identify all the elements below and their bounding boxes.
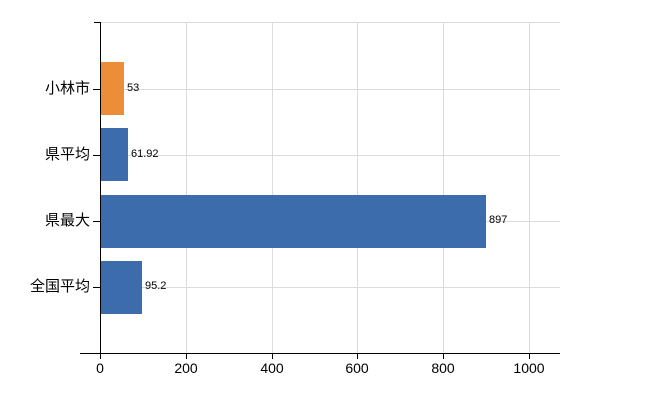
x-tick	[272, 354, 273, 359]
x-tick	[529, 354, 530, 359]
bar	[101, 261, 142, 314]
x-tick	[443, 354, 444, 359]
gridline-vertical	[272, 22, 273, 353]
y-axis-line	[100, 22, 101, 358]
y-axis-top-tick	[94, 22, 100, 23]
gridline-horizontal	[101, 287, 560, 288]
category-tick	[93, 287, 100, 288]
x-tick-label: 200	[174, 360, 198, 376]
x-tick	[100, 354, 101, 359]
gridline-vertical	[186, 22, 187, 353]
bar	[101, 62, 124, 115]
x-tick	[357, 354, 358, 359]
gridline-vertical	[529, 22, 530, 353]
bar	[101, 128, 128, 181]
bar	[101, 195, 486, 248]
category-label: 県最大	[44, 212, 90, 229]
category-tick	[93, 89, 100, 90]
gridline-vertical	[357, 22, 358, 353]
category-label: 県平均	[44, 146, 90, 163]
category-tick	[93, 221, 100, 222]
gridline-vertical	[443, 22, 444, 353]
value-label: 897	[489, 214, 508, 226]
x-tick-label: 0	[96, 360, 104, 376]
value-label: 95.2	[145, 280, 167, 292]
x-axis-line	[80, 353, 560, 354]
category-label: 小林市	[44, 80, 90, 97]
x-tick	[186, 354, 187, 359]
category-tick	[93, 155, 100, 156]
gridline-horizontal	[101, 89, 560, 90]
x-tick-label: 1000	[513, 360, 545, 376]
category-label: 全国平均	[29, 278, 90, 295]
x-tick-label: 600	[345, 360, 369, 376]
gridline-horizontal	[101, 155, 560, 156]
value-label: 61.92	[131, 148, 159, 160]
x-tick-label: 400	[260, 360, 284, 376]
gridline-horizontal	[101, 22, 560, 23]
value-label: 53	[127, 82, 140, 94]
x-tick-label: 800	[431, 360, 455, 376]
